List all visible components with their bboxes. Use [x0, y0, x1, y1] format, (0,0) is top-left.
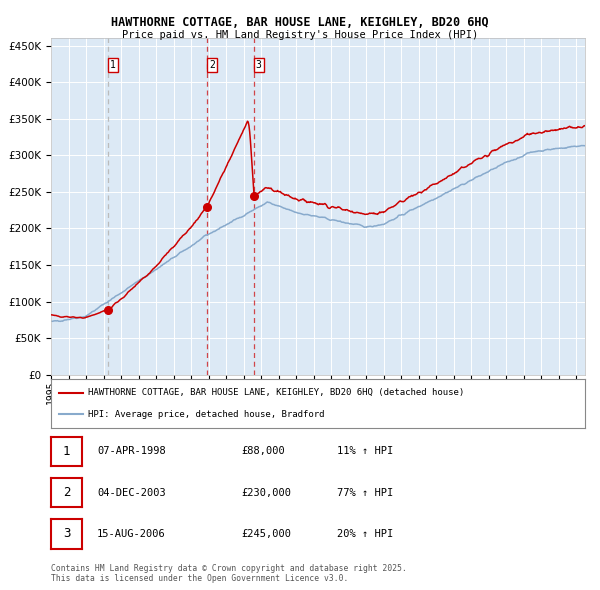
- Text: £230,000: £230,000: [241, 488, 291, 497]
- Text: 11% ↑ HPI: 11% ↑ HPI: [337, 447, 394, 456]
- Text: 3: 3: [63, 527, 70, 540]
- Text: 04-DEC-2003: 04-DEC-2003: [97, 488, 166, 497]
- Text: 20% ↑ HPI: 20% ↑ HPI: [337, 529, 394, 539]
- Text: 1: 1: [63, 445, 70, 458]
- Text: 77% ↑ HPI: 77% ↑ HPI: [337, 488, 394, 497]
- Text: HAWTHORNE COTTAGE, BAR HOUSE LANE, KEIGHLEY, BD20 6HQ: HAWTHORNE COTTAGE, BAR HOUSE LANE, KEIGH…: [111, 16, 489, 29]
- Text: HPI: Average price, detached house, Bradford: HPI: Average price, detached house, Brad…: [88, 409, 325, 419]
- Text: HAWTHORNE COTTAGE, BAR HOUSE LANE, KEIGHLEY, BD20 6HQ (detached house): HAWTHORNE COTTAGE, BAR HOUSE LANE, KEIGH…: [88, 388, 464, 398]
- Text: £88,000: £88,000: [241, 447, 285, 456]
- Text: 15-AUG-2006: 15-AUG-2006: [97, 529, 166, 539]
- Text: £245,000: £245,000: [241, 529, 291, 539]
- Text: 1: 1: [110, 60, 116, 70]
- Text: 2: 2: [63, 486, 70, 499]
- Text: Contains HM Land Registry data © Crown copyright and database right 2025.
This d: Contains HM Land Registry data © Crown c…: [51, 563, 407, 583]
- Text: 2: 2: [209, 60, 215, 70]
- Text: Price paid vs. HM Land Registry's House Price Index (HPI): Price paid vs. HM Land Registry's House …: [122, 30, 478, 40]
- Text: 3: 3: [256, 60, 262, 70]
- Text: 07-APR-1998: 07-APR-1998: [97, 447, 166, 456]
